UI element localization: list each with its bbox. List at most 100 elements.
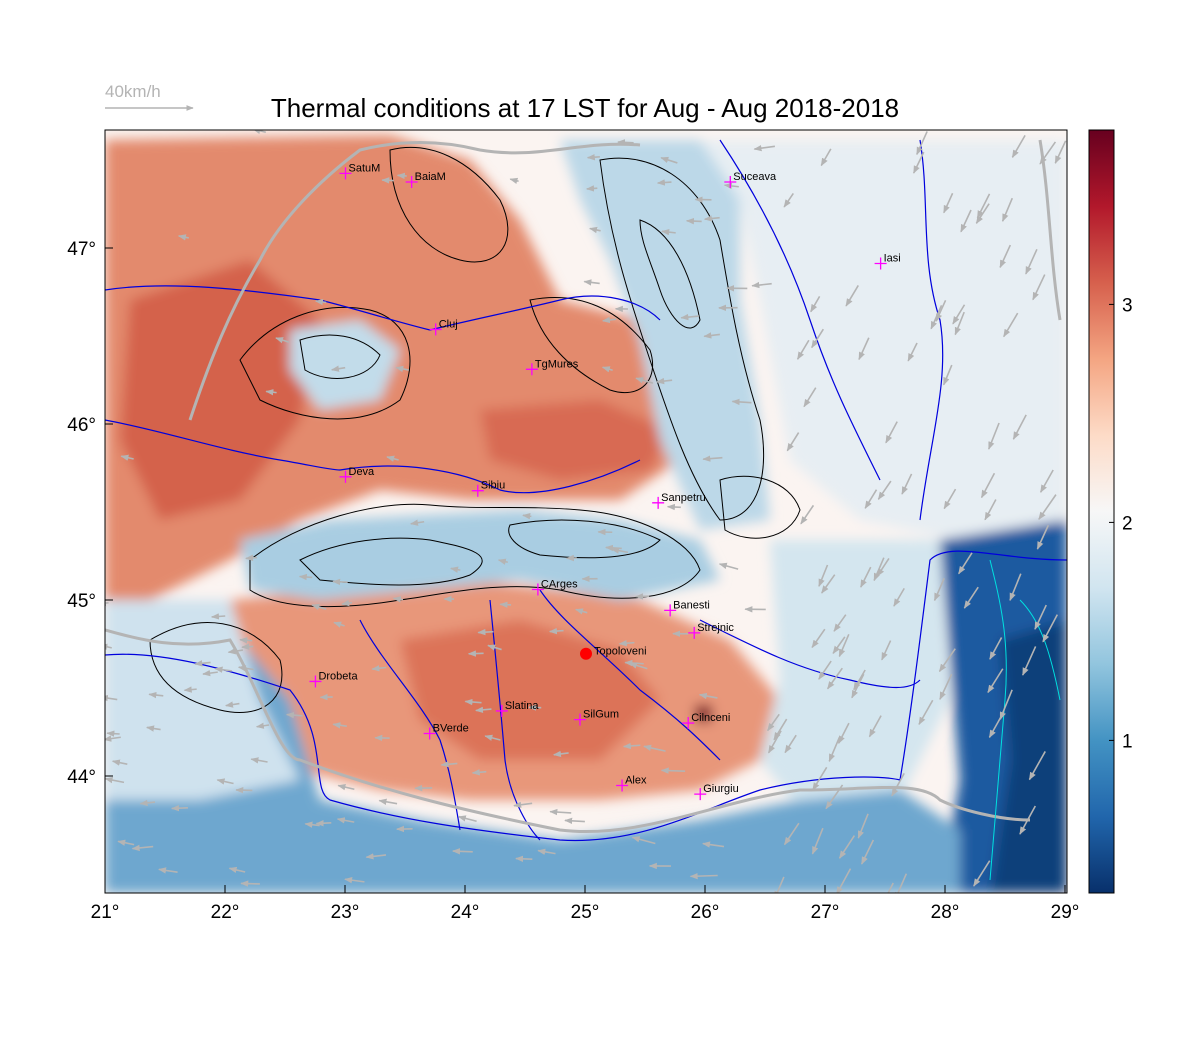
city-label: Sibiu bbox=[481, 480, 505, 492]
city-marker-icon bbox=[531, 583, 544, 596]
city-label: Cluj bbox=[439, 318, 458, 330]
wind-arrow-icon bbox=[891, 773, 905, 797]
wind-arrow-icon bbox=[457, 815, 477, 823]
wind-arrow-icon bbox=[845, 285, 859, 307]
wind-arrow-icon bbox=[1021, 646, 1037, 676]
wind-arrow-icon bbox=[939, 673, 953, 701]
city-giurgiu: Giurgiu bbox=[694, 783, 739, 801]
wind-arrow-icon bbox=[105, 643, 112, 650]
wind-arrow-icon bbox=[838, 835, 856, 859]
wind-arrow-icon bbox=[475, 706, 492, 714]
wind-arrow-icon bbox=[285, 711, 303, 719]
city-tgmures: TgMures bbox=[525, 358, 579, 376]
city-label: SatuM bbox=[349, 162, 381, 174]
wind-arrow-icon bbox=[833, 614, 847, 632]
wind-arrow-icon bbox=[751, 281, 772, 289]
city-sanpetru: Sanpetru bbox=[652, 492, 706, 509]
wind-arrow-icon bbox=[988, 422, 1000, 450]
wind-arrow-icon bbox=[860, 839, 875, 865]
lat-tick-45: 45° bbox=[67, 591, 96, 612]
city-alex: Alex bbox=[616, 774, 647, 792]
wind-arrow-icon bbox=[980, 472, 996, 499]
wind-arrow-icon bbox=[660, 156, 678, 164]
wind-arrow-icon bbox=[800, 504, 815, 525]
city-marker-icon bbox=[724, 176, 737, 189]
wind-arrow-icon bbox=[703, 332, 720, 339]
wind-arrow-icon bbox=[484, 734, 501, 741]
city-bverde: BVerde bbox=[423, 722, 469, 740]
city-marker-icon bbox=[874, 257, 887, 270]
wind-arrow-icon bbox=[877, 480, 892, 500]
wind-arrow-icon bbox=[821, 574, 836, 594]
wind-arrow-icon bbox=[106, 730, 120, 737]
wind-arrow-icon bbox=[105, 694, 118, 702]
wind-arrow-icon bbox=[202, 669, 218, 677]
wind-arrow-icon bbox=[954, 311, 965, 336]
wind-arrow-icon bbox=[1009, 573, 1022, 602]
wind-arrow-icon bbox=[832, 636, 846, 655]
wind-arrow-icon bbox=[851, 673, 865, 699]
wind-arrow-icon bbox=[471, 769, 487, 776]
colorbar-tick-1: 1 bbox=[1122, 731, 1133, 752]
wind-arrow-icon bbox=[774, 876, 785, 893]
city-label: Cilnceni bbox=[691, 712, 730, 724]
wind-arrow-icon bbox=[311, 603, 327, 611]
wind-arrow-icon bbox=[864, 489, 878, 509]
wind-arrow-icon bbox=[812, 766, 828, 791]
wind-arrow-icon bbox=[999, 244, 1012, 269]
wind-arrow-icon bbox=[170, 804, 188, 812]
wind-arrow-icon bbox=[976, 193, 991, 219]
wind-arrow-icon bbox=[666, 503, 681, 511]
colorbar: 3 2 1 bbox=[1088, 129, 1133, 894]
wind-vectors bbox=[105, 130, 1067, 893]
wind-arrow-icon bbox=[685, 217, 702, 225]
wind-arrow-icon bbox=[1028, 751, 1046, 781]
wind-arrow-icon bbox=[826, 667, 843, 690]
mild-moldova bbox=[700, 140, 1067, 560]
rivers bbox=[105, 139, 1067, 842]
wind-arrow-icon bbox=[689, 872, 718, 880]
wind-arrow-icon bbox=[332, 722, 347, 729]
wind-arrow-icon bbox=[942, 364, 953, 386]
wind-arrow-icon bbox=[214, 666, 232, 673]
wind-arrow-icon bbox=[680, 313, 700, 321]
wind-arrow-icon bbox=[158, 867, 178, 874]
wind-arrow-icon bbox=[873, 557, 885, 582]
city-slatina: Slatina bbox=[495, 700, 539, 717]
wind-scale-label: 40km/h bbox=[105, 82, 161, 101]
wind-arrow-icon bbox=[227, 648, 244, 655]
wind-arrow-icon bbox=[586, 154, 600, 161]
wind-arrow-icon bbox=[331, 365, 346, 372]
city-label: Iasi bbox=[884, 253, 901, 265]
wind-arrow-icon bbox=[341, 599, 353, 607]
wind-arrow-icon bbox=[252, 130, 267, 134]
wind-arrow-icon bbox=[513, 801, 533, 808]
wind-arrow-icon bbox=[885, 421, 898, 444]
wind-arrow-icon bbox=[228, 866, 246, 874]
lat-tick-44: 44° bbox=[67, 767, 96, 788]
wind-arrow-icon bbox=[298, 573, 313, 581]
wind-arrow-icon bbox=[386, 455, 399, 462]
wind-arrow-icon bbox=[938, 648, 956, 673]
wind-arrow-icon bbox=[810, 295, 821, 313]
lat-axis: 47° 46° 45° 44° bbox=[67, 239, 113, 788]
wind-arrow-icon bbox=[935, 299, 947, 322]
colorbar-ticks: 3 2 1 bbox=[1109, 295, 1133, 752]
wind-arrow-icon bbox=[241, 643, 254, 650]
wind-arrow-icon bbox=[1025, 248, 1038, 275]
wind-arrow-icon bbox=[881, 640, 892, 661]
city-marker-icon bbox=[339, 167, 352, 180]
wind-arrow-icon bbox=[960, 209, 972, 233]
wind-arrow-icon bbox=[148, 691, 164, 699]
wind-arrow-icon bbox=[987, 668, 1004, 694]
wind-arrow-icon bbox=[139, 799, 156, 807]
wind-arrow-icon bbox=[698, 692, 718, 700]
city-label: Sanpetru bbox=[661, 492, 706, 504]
city-suceava: Suceava bbox=[724, 171, 777, 189]
wind-arrow-icon bbox=[1038, 494, 1057, 520]
wind-arrow-icon bbox=[1054, 140, 1067, 164]
wind-arrow-icon bbox=[602, 316, 617, 324]
wind-arrow-icon bbox=[893, 587, 905, 607]
city-marker-icon bbox=[616, 779, 629, 792]
wind-arrow-icon bbox=[1011, 134, 1026, 158]
